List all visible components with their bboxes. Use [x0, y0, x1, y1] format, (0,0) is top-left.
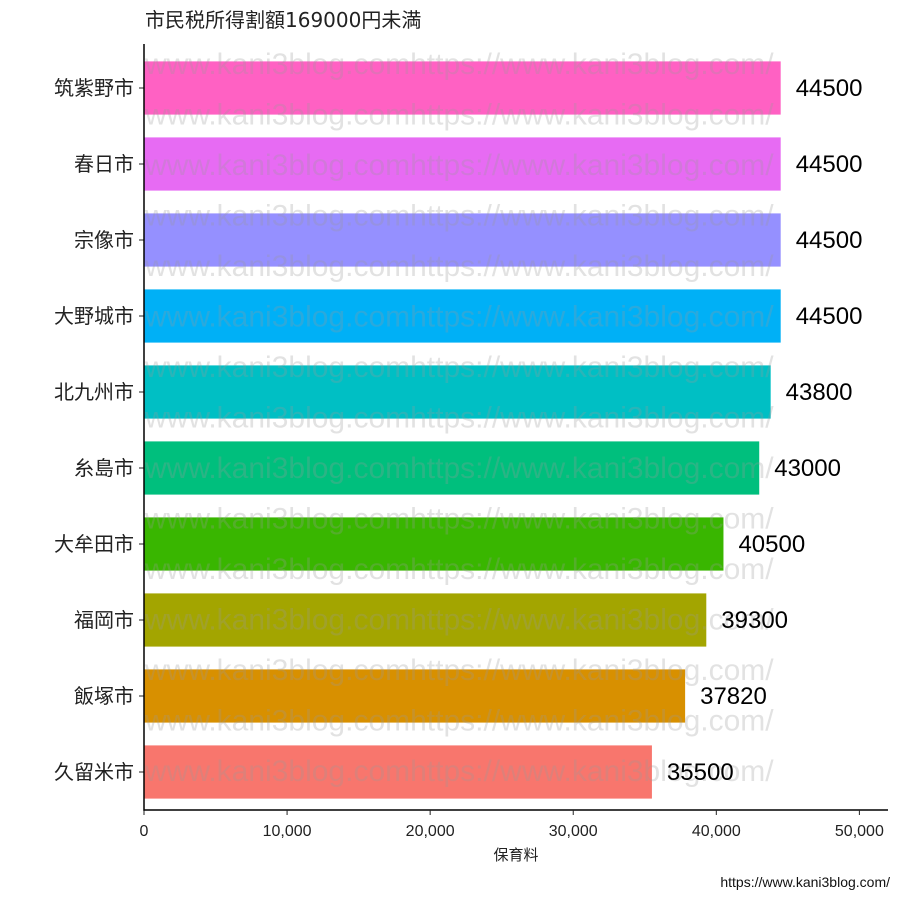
watermark-text: www.kani3blog.comhttps://www.kani3blog.c…	[144, 48, 774, 81]
category-label: 大牟田市	[54, 532, 134, 556]
category-label: 筑紫野市	[54, 76, 134, 100]
watermark-text: www.kani3blog.comhttps://www.kani3blog.c…	[144, 452, 774, 485]
category-label: 糸島市	[74, 456, 134, 480]
watermark-text: www.kani3blog.comhttps://www.kani3blog.c…	[144, 705, 774, 738]
x-tick-label: 20,000	[406, 823, 455, 840]
category-label: 北九州市	[54, 380, 134, 404]
watermark-text: www.kani3blog.comhttps://www.kani3blog.c…	[144, 351, 774, 384]
watermark-text: www.kani3blog.comhttps://www.kani3blog.c…	[144, 301, 774, 334]
bar	[144, 137, 781, 191]
bar	[144, 669, 686, 723]
watermark-text: www.kani3blog.comhttps://www.kani3blog.c…	[144, 149, 774, 182]
x-tick-label: 40,000	[692, 823, 741, 840]
axes-layer: 0 10,000 20,000 30,000 40,000 50,000	[139, 44, 888, 840]
watermark-text: www.kani3blog.comhttps://www.kani3blog.c…	[144, 99, 774, 132]
source-caption: https://www.kani3blog.com/	[720, 874, 890, 890]
data-label: 44500	[796, 151, 863, 178]
data-label: 44500	[796, 303, 863, 330]
watermark-text: www.kani3blog.comhttps://www.kani3blog.c…	[144, 755, 774, 788]
data-label: 40500	[738, 531, 805, 558]
x-axis-title: 保育料	[493, 846, 538, 864]
bar	[144, 593, 707, 647]
bar	[144, 61, 781, 115]
bar	[144, 365, 771, 419]
bar	[144, 441, 760, 495]
x-tick-label: 10,000	[263, 823, 312, 840]
bar	[144, 213, 781, 267]
data-label: 43800	[786, 379, 853, 406]
category-label: 久留米市	[54, 760, 134, 784]
labels-layer: 44500 筑紫野市 44500 春日市 44500 宗像市 44500 大野城市 43800 北…	[54, 75, 862, 786]
watermark-text: www.kani3blog.comhttps://www.kani3blog.c…	[144, 553, 774, 586]
category-label: 福岡市	[74, 608, 134, 632]
data-label: 43000	[774, 455, 841, 482]
bars-layer	[144, 61, 781, 799]
chart-title: 市民税所得割額169000円未満	[145, 8, 421, 32]
watermark-text: www.kani3blog.comhttps://www.kani3blog.c…	[144, 200, 774, 233]
category-label: 飯塚市	[74, 684, 134, 708]
category-label: 宗像市	[74, 228, 134, 252]
bar	[144, 517, 724, 571]
data-label: 44500	[796, 75, 863, 102]
bar	[144, 745, 652, 799]
data-label: 35500	[667, 759, 734, 786]
x-tick-label: 50,000	[835, 823, 884, 840]
data-label: 39300	[721, 607, 788, 634]
category-label: 春日市	[74, 152, 134, 176]
data-label: 44500	[796, 227, 863, 254]
x-tick-label: 30,000	[549, 823, 598, 840]
watermark-text: www.kani3blog.comhttps://www.kani3blog.c…	[144, 654, 774, 687]
x-tick-label: 0	[140, 823, 149, 840]
watermark-text: www.kani3blog.comhttps://www.kani3blog.c…	[144, 250, 774, 283]
watermark-text: www.kani3blog.comhttps://www.kani3blog.c…	[144, 503, 774, 536]
category-label: 大野城市	[54, 304, 134, 328]
watermark-layer: www.kani3blog.comhttps://www.kani3blog.c…	[144, 48, 774, 788]
watermark-text: www.kani3blog.comhttps://www.kani3blog.c…	[144, 402, 774, 435]
watermark-text: www.kani3blog.comhttps://www.kani3blog.c…	[144, 604, 774, 637]
bar	[144, 289, 781, 343]
data-label: 37820	[700, 683, 767, 710]
